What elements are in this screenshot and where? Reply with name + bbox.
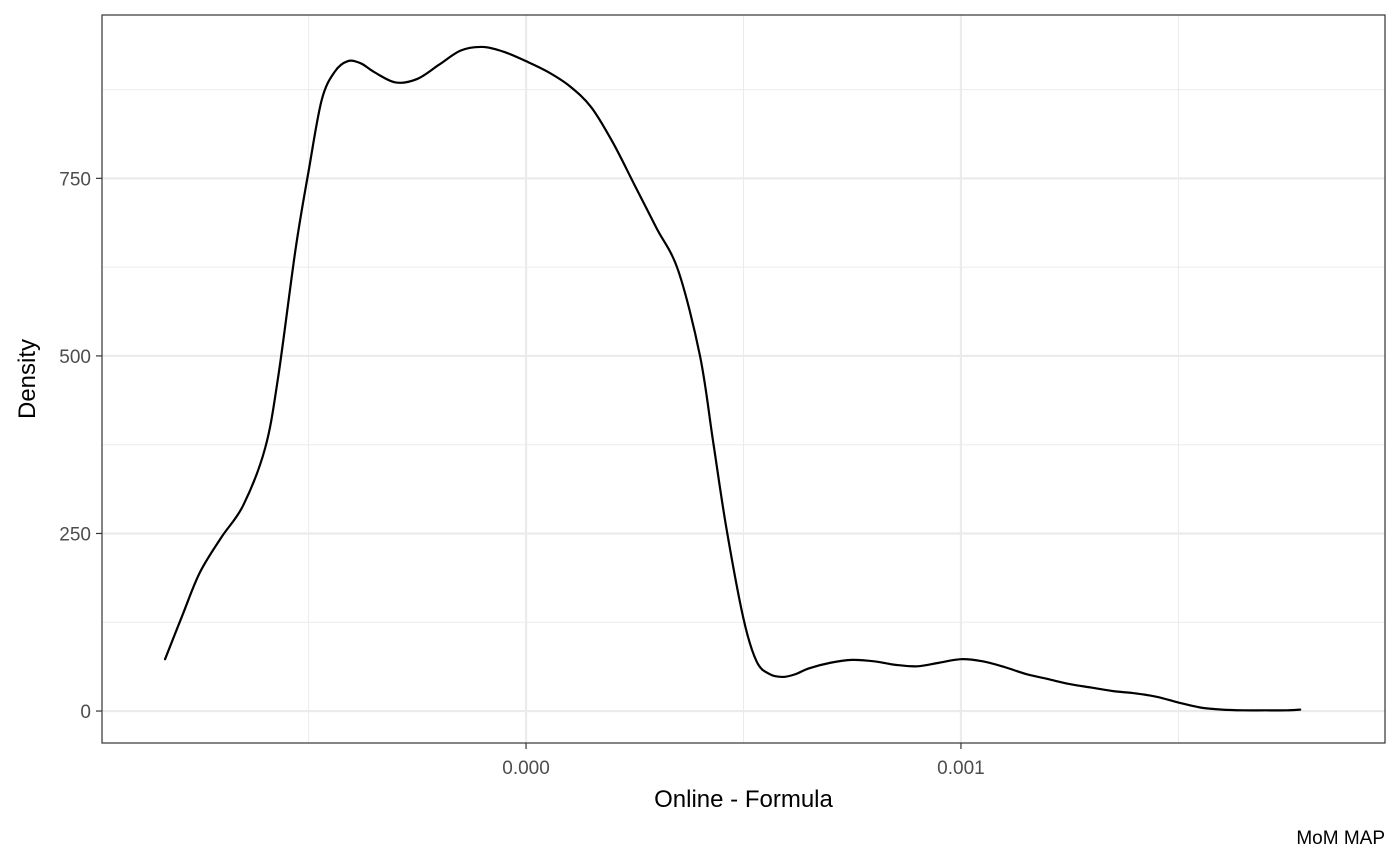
x-axis-title: Online - Formula <box>654 786 833 813</box>
x-axis-ticks: 0.000 0.001 <box>502 743 985 779</box>
x-tick-label: 0.000 <box>502 758 550 779</box>
major-gridlines <box>102 15 1385 743</box>
panel-border <box>101 14 1386 744</box>
y-tick-label: 0 <box>80 702 91 723</box>
x-tick-label: 0.001 <box>937 758 985 779</box>
y-tick-label: 500 <box>59 347 91 368</box>
y-axis-ticks: 0 250 500 750 <box>59 169 102 723</box>
y-axis-title: Density <box>14 339 41 419</box>
density-curve <box>163 45 1302 712</box>
caption: MoM MAP <box>1296 828 1385 849</box>
y-tick-label: 750 <box>59 169 91 190</box>
y-tick-label: 250 <box>59 524 91 545</box>
minor-gridlines <box>102 15 1385 743</box>
